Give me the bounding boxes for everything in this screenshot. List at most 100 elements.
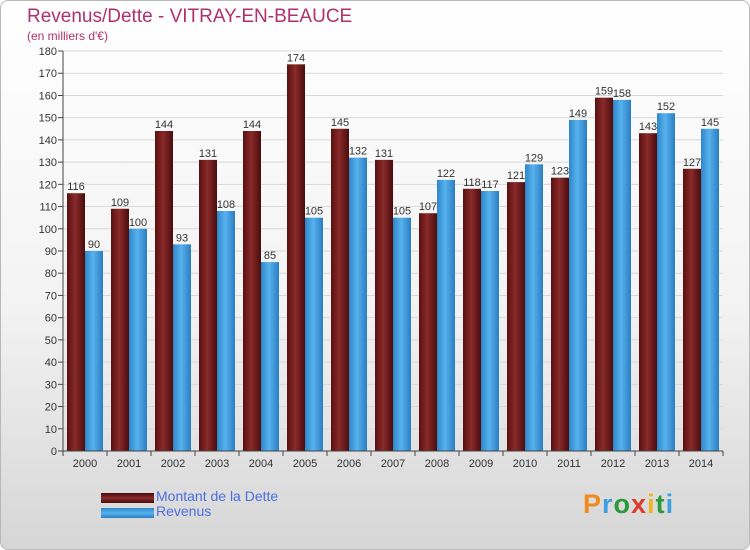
- logo-letter: r: [602, 489, 614, 519]
- data-label-debt: 174: [287, 52, 305, 64]
- bar-debt: [331, 128, 349, 451]
- bar-debt: [551, 177, 569, 451]
- bar-debt: [287, 64, 305, 452]
- x-tick-label: 2012: [601, 458, 625, 470]
- data-label-revenue: 93: [176, 232, 188, 244]
- data-label-debt: 121: [507, 170, 525, 182]
- bar-debt: [67, 193, 85, 451]
- data-label-revenue: 122: [437, 168, 455, 180]
- logo-letter: i: [665, 489, 675, 519]
- bar-debt: [683, 168, 701, 451]
- chart-title: Revenus/Dette - VITRAY-EN-BEAUCE: [27, 6, 353, 27]
- data-label-debt: 118: [463, 177, 481, 189]
- bar-revenue: [569, 119, 587, 451]
- x-tick-label: 2007: [381, 458, 405, 470]
- y-tick-label: 50: [45, 335, 57, 347]
- bar-debt: [595, 97, 613, 452]
- y-tick-label: 170: [39, 68, 57, 80]
- y-tick-label: 150: [39, 113, 57, 125]
- axes: 0 10 20 30 40 50 60 70 80 90 100 110 120 130 140 150 160…: [39, 46, 724, 470]
- data-label-debt: 127: [683, 157, 701, 169]
- bar-revenue: [129, 228, 147, 451]
- data-label-revenue: 108: [217, 199, 235, 211]
- bar-revenue: [701, 128, 719, 451]
- data-label-debt: 131: [375, 148, 393, 160]
- bar-revenue: [437, 179, 455, 451]
- bar-debt: [507, 182, 525, 451]
- data-label-revenue: 105: [305, 206, 323, 218]
- data-label-debt: 144: [155, 119, 173, 131]
- bar-revenue: [525, 164, 543, 452]
- data-label-revenue: 117: [481, 179, 499, 191]
- bar-revenue: [613, 99, 631, 451]
- logo-letter: x: [631, 489, 648, 519]
- bar-debt: [243, 131, 261, 451]
- x-tick-label: 2006: [337, 458, 361, 470]
- bar-debt: [419, 213, 437, 451]
- proxiti-logo: Proxiti: [583, 489, 674, 520]
- y-tick-label: 30: [45, 379, 57, 391]
- bar-debt: [111, 208, 129, 451]
- x-tick-label: 2004: [249, 458, 273, 470]
- y-tick-label: 120: [39, 179, 57, 191]
- bar-debt: [155, 131, 173, 451]
- chart-subtitle: (en milliers d'€): [27, 29, 108, 43]
- bar-revenue: [393, 217, 411, 451]
- logo-letter: o: [613, 489, 632, 519]
- data-label-debt: 145: [331, 117, 349, 129]
- data-label-debt: 109: [111, 197, 129, 209]
- y-tick-label: 180: [39, 46, 57, 58]
- bar-revenue: [657, 113, 675, 451]
- data-label-revenue: 132: [349, 146, 367, 158]
- data-label-revenue: 100: [129, 217, 147, 229]
- y-tick-label: 10: [45, 424, 57, 436]
- bar-debt: [375, 159, 393, 451]
- y-tick-label: 40: [45, 357, 57, 369]
- y-tick-label: 60: [45, 313, 57, 325]
- bar-revenue: [85, 251, 103, 451]
- data-label-revenue: 149: [569, 108, 587, 120]
- y-tick-label: 80: [45, 268, 57, 280]
- bar-revenue: [261, 262, 279, 451]
- y-tick-label: 140: [39, 135, 57, 147]
- data-label-debt: 143: [639, 121, 657, 133]
- data-label-revenue: 129: [525, 152, 543, 164]
- data-label-revenue: 152: [657, 101, 675, 113]
- logo-letter: i: [647, 489, 656, 519]
- y-tick-label: 110: [39, 202, 57, 214]
- y-tick-label: 70: [45, 290, 57, 302]
- y-tick-label: 130: [39, 157, 57, 169]
- data-label-debt: 144: [243, 119, 261, 131]
- data-label-revenue: 85: [264, 250, 276, 262]
- bar-revenue: [481, 191, 499, 451]
- bar-debt: [199, 159, 217, 451]
- bar-debt: [639, 133, 657, 451]
- x-tick-label: 2001: [117, 458, 141, 470]
- logo-letter: P: [583, 489, 603, 519]
- x-tick-label: 2005: [293, 458, 317, 470]
- legend-label-revenue: Revenus: [156, 503, 212, 519]
- legend-label-debt: Montant de la Dette: [156, 488, 279, 504]
- data-label-debt: 107: [419, 201, 437, 213]
- y-tick-label: 90: [45, 246, 57, 258]
- bars: [67, 64, 719, 452]
- bar-revenue: [217, 211, 235, 451]
- x-tick-label: 2011: [557, 458, 581, 470]
- data-label-revenue: 145: [701, 117, 719, 129]
- y-tick-label: 0: [51, 446, 57, 458]
- x-tick-label: 2008: [425, 458, 449, 470]
- data-label-revenue: 90: [88, 239, 100, 251]
- x-tick-label: 2000: [73, 458, 97, 470]
- bar-revenue: [349, 157, 367, 451]
- x-tick-label: 2003: [205, 458, 229, 470]
- x-tick-label: 2002: [161, 458, 185, 470]
- legend-swatch-debt: [101, 493, 154, 503]
- data-label-revenue: 105: [393, 206, 411, 218]
- bar-debt: [463, 188, 481, 451]
- x-tick-label: 2009: [469, 458, 493, 470]
- bar-revenue: [305, 217, 323, 451]
- bar-revenue: [173, 244, 191, 451]
